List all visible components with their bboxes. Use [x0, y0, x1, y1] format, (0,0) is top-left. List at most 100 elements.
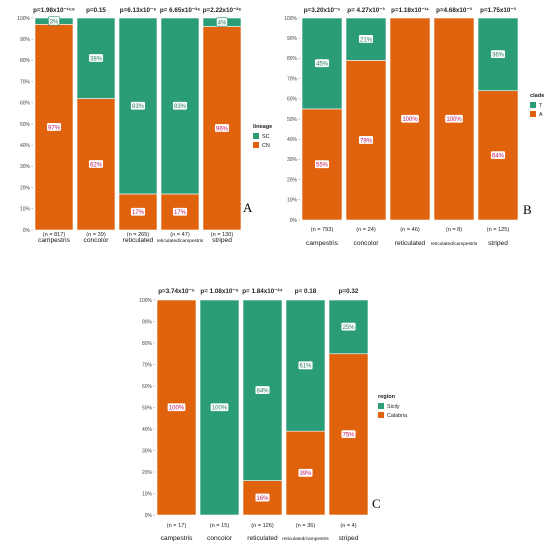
panel-b-legend-title: clade [530, 93, 544, 99]
panel-b-ytick-label: 80% [287, 56, 298, 62]
panel-b-data-label: 55% [316, 163, 329, 169]
panel-b-sample-size: (n = 24) [356, 227, 376, 233]
panel-a-data-label-box [214, 123, 230, 133]
panel-a-data-label: 17% [174, 210, 187, 216]
panel-c-p-value: p= 1.08x10⁻⁶ [200, 288, 238, 295]
panel-b-letter: B [523, 202, 532, 217]
panel-b-p-value: p=4.68x10⁻³ [436, 7, 472, 14]
panel-b-ytick-label: 30% [287, 157, 298, 163]
panel-a-ytick-label: 40% [20, 143, 31, 149]
panel-a-ytick-label: 20% [20, 185, 31, 191]
panel-c-legend-title: region [378, 394, 396, 400]
panel-c-sample-size: (n = 126) [251, 523, 274, 529]
panel-c-category-label: striped [339, 535, 359, 542]
panel-b-category-label: reticulated [395, 240, 426, 247]
panel-b-category-label: reticulated/campestris [431, 241, 478, 247]
panel-c-p-value: p=0.32 [339, 288, 359, 295]
panel-c-category-label: reticulated [247, 535, 278, 542]
panel-b-ytick-label: 60% [287, 97, 298, 103]
panel-c-data-label-box [166, 402, 187, 412]
panel-a-category-label: reticulated/campestris [157, 238, 204, 244]
panel-a-data-label: 3% [50, 19, 59, 25]
panel-b-data-label: 36% [492, 52, 505, 58]
panel-a-ytick-label: 100% [17, 16, 30, 22]
panel-a-sample-size: (n = 817) [43, 232, 66, 238]
panel-b-data-label-box [358, 34, 374, 44]
panel-c-letter: C [372, 496, 381, 511]
panel-a-data-label-box [130, 101, 146, 111]
panel-c-ytick-label: 100% [139, 298, 152, 304]
panel-c-legend-swatch [378, 403, 384, 409]
panel-a-legend-swatch [253, 142, 259, 148]
panel-c-sample-size: (n = 15) [210, 523, 230, 529]
panel-c-data-label-box [209, 402, 230, 412]
panel-a-sample-size: (n = 39) [86, 232, 106, 238]
panel-b-ytick-label: 10% [287, 198, 298, 204]
panel-a-data-label: 96% [216, 126, 229, 132]
panel-c-ytick-label: 30% [142, 448, 153, 454]
panel-b-legend-swatch [530, 102, 536, 108]
panel-b-data-label: 100% [446, 117, 462, 123]
panel-a-category-label: striped [212, 237, 232, 244]
panel-b-ytick-label: 0% [290, 218, 298, 224]
panel-b-data-label: 21% [360, 37, 373, 43]
panel-b-p-value: p= 4.27x10⁻³ [347, 7, 384, 14]
panel-c-data-label-box [254, 492, 271, 503]
panel-c-data-label-box [297, 360, 314, 370]
panel-c-data-label: 100% [212, 406, 228, 412]
panel-b-ytick-label: 90% [287, 36, 298, 42]
panel-c-category-label: concolor [207, 535, 233, 542]
panel-b-data-label: 79% [360, 138, 373, 144]
panel-a-data-label: 83% [174, 104, 187, 110]
panel-b-sample-size: (n = 793) [311, 227, 334, 233]
panel-a-data-label-box [88, 53, 104, 63]
panel-a-data-label: 83% [132, 104, 145, 110]
panel-b-data-label: 100% [402, 117, 418, 123]
panel-b-ytick-label: 50% [287, 117, 298, 123]
panel-c-legend-swatch [378, 412, 384, 418]
panel-b-sample-size: (n = 8) [446, 227, 462, 233]
panel-c-legend-entry: Calabria [387, 413, 407, 419]
panel-b-ytick-label: 70% [287, 76, 298, 82]
panel-c-ytick-label: 60% [142, 384, 153, 390]
panel-c-ytick-label: 0% [145, 513, 153, 519]
panel-c-data-label: 100% [169, 406, 185, 412]
panel-c-category-label: reticulated/campestris [282, 536, 329, 542]
panel-b-p-value: p=3.20x10⁻⁵ [304, 7, 341, 14]
panel-c-data-label: 16% [256, 496, 269, 502]
panel-b-sample-size: (n = 46) [400, 227, 420, 233]
panel-c-p-value: p=3.74x10⁻⁵ [158, 288, 195, 295]
panel-a-p-value: p=1.98x10⁻¹⁵⁹ [33, 7, 75, 14]
panel-a-data-label: 17% [132, 210, 145, 216]
panel-b-data-label-box [444, 114, 464, 124]
panel-a-data-label-box [48, 16, 60, 26]
panel-c-p-value: p= 0.18 [295, 288, 317, 295]
panel-a-sample-size: (n = 265) [127, 232, 150, 238]
panel-a-legend-entry: CN [262, 143, 270, 149]
panel-c-data-label: 75% [342, 432, 355, 438]
panel-a-ytick-label: 60% [20, 101, 31, 107]
panel-c-category-label: campestris [161, 535, 194, 542]
panel-c-ytick-label: 40% [142, 427, 153, 433]
panel-c-data-label-box [340, 322, 357, 332]
panel-b-data-label: 64% [492, 153, 505, 159]
panel-a-legend-title: lineage [253, 124, 272, 130]
panel-a-data-label: 38% [90, 56, 103, 62]
panel-b-ytick-label: 40% [287, 137, 298, 143]
panel-a-data-label-box [172, 207, 188, 217]
panel-a-data-label-box [172, 101, 188, 111]
panel-a-p-value: p= 6.65x10⁻²⁶ [160, 7, 200, 14]
panel-c-data-label: 84% [256, 388, 269, 394]
panel-b-category-label: campestris [306, 240, 339, 247]
panel-c-data-label-box [297, 468, 314, 478]
panel-b-data-label-box [314, 159, 330, 169]
panel-a-category-label: campestris [38, 237, 71, 244]
panel-a-ytick-label: 50% [20, 122, 31, 128]
panel-a-data-label: 4% [218, 20, 227, 26]
panel-b-ytick-label: 100% [284, 16, 297, 22]
panel-a-category-label: concolor [84, 237, 110, 244]
panel-a-data-label-box [216, 17, 228, 27]
panel-a-ytick-label: 30% [20, 164, 31, 170]
panel-c-ytick-label: 70% [142, 362, 153, 368]
panel-c-sample-size: (n = 17) [167, 523, 187, 529]
